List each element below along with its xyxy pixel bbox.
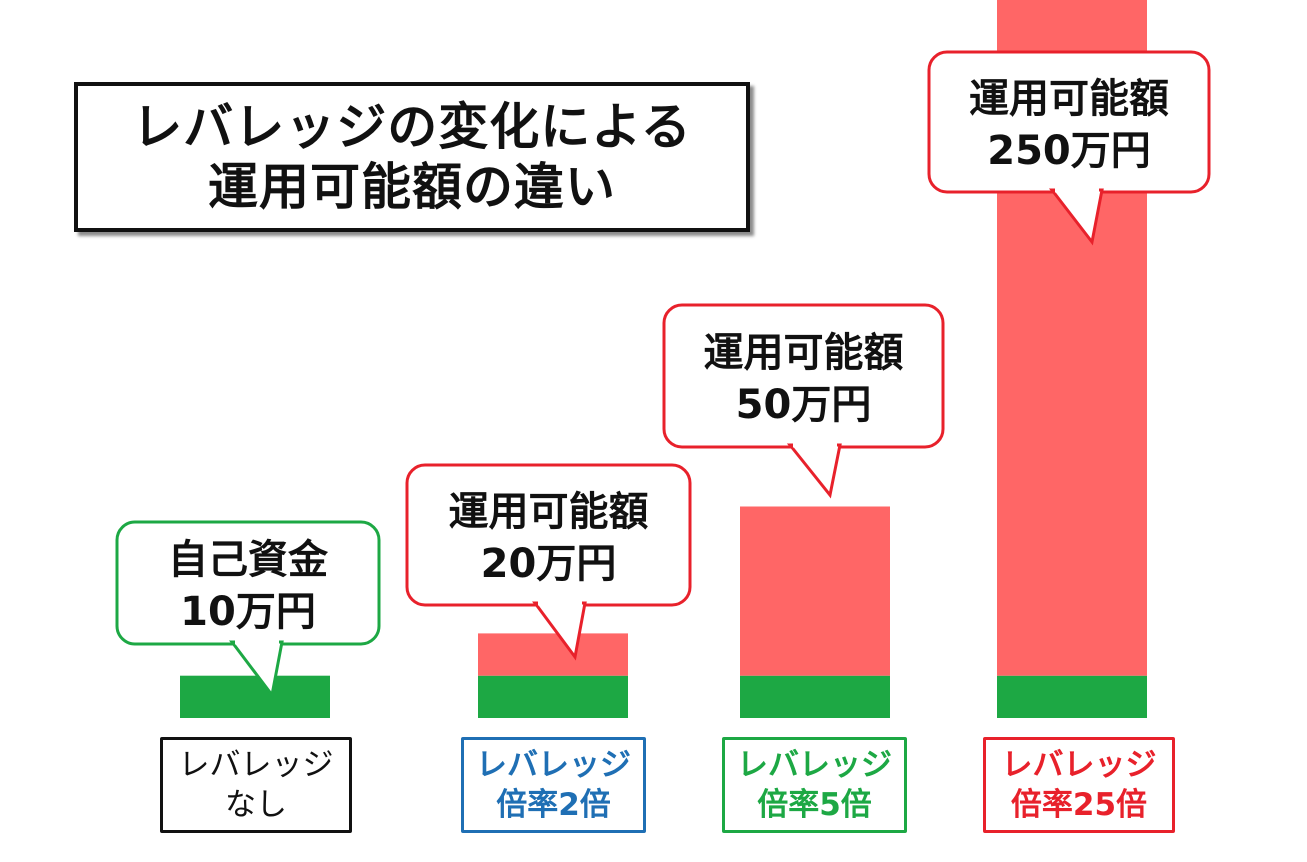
x-label-line1: レバレッジ xyxy=(737,747,892,783)
callout-label-line2-3: 250万円 xyxy=(987,128,1151,174)
x-label-line1: レバレッジ xyxy=(476,747,631,783)
bar-own-capital-0 xyxy=(180,675,330,718)
callout-label-line1-2: 運用可能額 xyxy=(704,330,904,376)
callout-tail-2 xyxy=(786,443,842,499)
bar-own-capital-2 xyxy=(740,675,890,718)
x-label-line2: なし xyxy=(225,787,287,823)
callout-label-line1-0: 自己資金 xyxy=(168,537,329,583)
callout-label-line2-1: 20万円 xyxy=(481,541,617,587)
x-label-none: レバレッジ なし xyxy=(160,737,352,833)
x-label-line2: 倍率2倍 xyxy=(496,787,611,823)
x-label-line1: レバレッジ xyxy=(1001,747,1157,783)
x-label-2x: レバレッジ 倍率2倍 xyxy=(461,737,646,833)
x-label-25x: レバレッジ 倍率25倍 xyxy=(983,737,1175,833)
x-label-line2: 倍率5倍 xyxy=(757,787,872,823)
chart-title-line2: 運用可能額の違い xyxy=(208,158,616,216)
x-label-line1: レバレッジ xyxy=(178,747,334,783)
bar-leveraged-2 xyxy=(740,506,890,676)
bar-own-capital-1 xyxy=(478,675,628,718)
x-label-line2: 倍率25倍 xyxy=(1010,787,1148,823)
callout-label-line1-3: 運用可能額 xyxy=(969,76,1169,122)
chart-title-box: レバレッジの変化による 運用可能額の違い xyxy=(74,82,750,232)
callout-label-line1-1: 運用可能額 xyxy=(449,489,649,535)
callout-label-line2-2: 50万円 xyxy=(736,382,872,428)
bar-own-capital-3 xyxy=(997,675,1147,718)
bar-leveraged-1 xyxy=(478,633,628,676)
callout-label-line2-0: 10万円 xyxy=(180,589,316,635)
chart-title-line1: レバレッジの変化による xyxy=(132,98,692,156)
x-label-5x: レバレッジ 倍率5倍 xyxy=(722,737,907,833)
